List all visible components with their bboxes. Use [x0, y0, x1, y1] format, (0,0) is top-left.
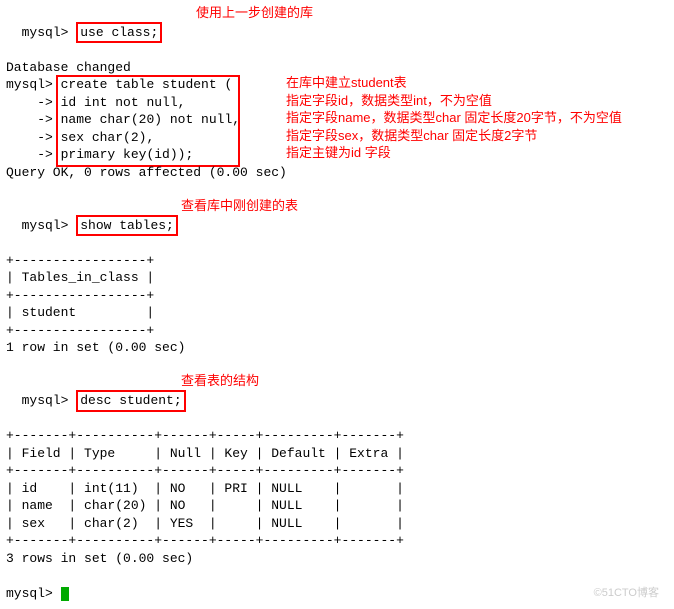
desc-header: | Field | Type | Null | Key | Default | …	[6, 445, 668, 463]
ct-id-cmd: id int not null,	[61, 95, 186, 110]
tables-footer: 1 row in set (0.00 sec)	[6, 339, 668, 357]
annotation-ct-pk: 指定主键为id 字段	[286, 144, 622, 162]
cont-prompt: ->	[6, 130, 53, 145]
cursor-icon	[61, 587, 69, 601]
prompt: mysql>	[6, 586, 53, 601]
prompt: mysql>	[22, 25, 69, 40]
watermark: ©51CTO博客	[594, 586, 659, 601]
annotation-ct-id: 指定字段id，数据类型int，不为空值	[286, 92, 622, 110]
desc-row2: | sex | char(2) | YES | | NULL | |	[6, 515, 668, 533]
desc-sep2: +-------+----------+------+-----+-------…	[6, 462, 668, 480]
use-class-line: mysql> use class; 使用上一步创建的库	[6, 6, 668, 59]
annotation-desc-student: 查看表的结构	[181, 372, 259, 390]
desc-row0: | id | int(11) | NO | PRI | NULL | |	[6, 480, 668, 498]
cont-prompt: ->	[6, 147, 53, 162]
tables-sep1: +-----------------+	[6, 252, 668, 270]
use-class-cmd: use class;	[76, 22, 162, 44]
ct-name-cmd: name char(20) not null,	[61, 112, 240, 127]
annotation-ct-title: 在库中建立student表	[286, 74, 622, 92]
create-table-cmd: create table student (	[61, 77, 233, 92]
ct-sex-cmd: sex char(2),	[61, 130, 155, 145]
show-tables-line: mysql> show tables; 查看库中刚创建的表	[6, 199, 668, 252]
tables-sep2: +-----------------+	[6, 287, 668, 305]
desc-student-line: mysql> desc student; 查看表的结构	[6, 374, 668, 427]
cont-prompt: ->	[6, 112, 53, 127]
desc-student-cmd: desc student;	[76, 390, 185, 412]
final-prompt-line[interactable]: mysql>	[6, 585, 668, 603]
desc-sep1: +-------+----------+------+-----+-------…	[6, 427, 668, 445]
annotation-use-class: 使用上一步创建的库	[196, 4, 313, 22]
ct-pk-cmd: primary key(id));	[61, 147, 194, 162]
query-ok: Query OK, 0 rows affected (0.00 sec)	[6, 164, 668, 182]
prompt: mysql>	[22, 218, 69, 233]
show-tables-cmd: show tables;	[76, 215, 178, 237]
blank2	[6, 357, 668, 375]
tables-sep3: +-----------------+	[6, 322, 668, 340]
annotation-show-tables: 查看库中刚创建的表	[181, 197, 298, 215]
annotation-ct-sex: 指定字段sex，数据类型char 固定长度2字节	[286, 127, 622, 145]
tables-row: | student |	[6, 304, 668, 322]
desc-footer: 3 rows in set (0.00 sec)	[6, 550, 668, 568]
create-table-annotations: 在库中建立student表 指定字段id，数据类型int，不为空值 指定字段na…	[286, 74, 622, 162]
tables-header: | Tables_in_class |	[6, 269, 668, 287]
blank3	[6, 568, 668, 586]
prompt: mysql>	[22, 393, 69, 408]
desc-sep3: +-------+----------+------+-----+-------…	[6, 532, 668, 550]
annotation-ct-name: 指定字段name，数据类型char 固定长度20字节，不为空值	[286, 109, 622, 127]
cont-prompt: ->	[6, 95, 53, 110]
prompt: mysql>	[6, 77, 53, 92]
blank	[6, 181, 668, 199]
